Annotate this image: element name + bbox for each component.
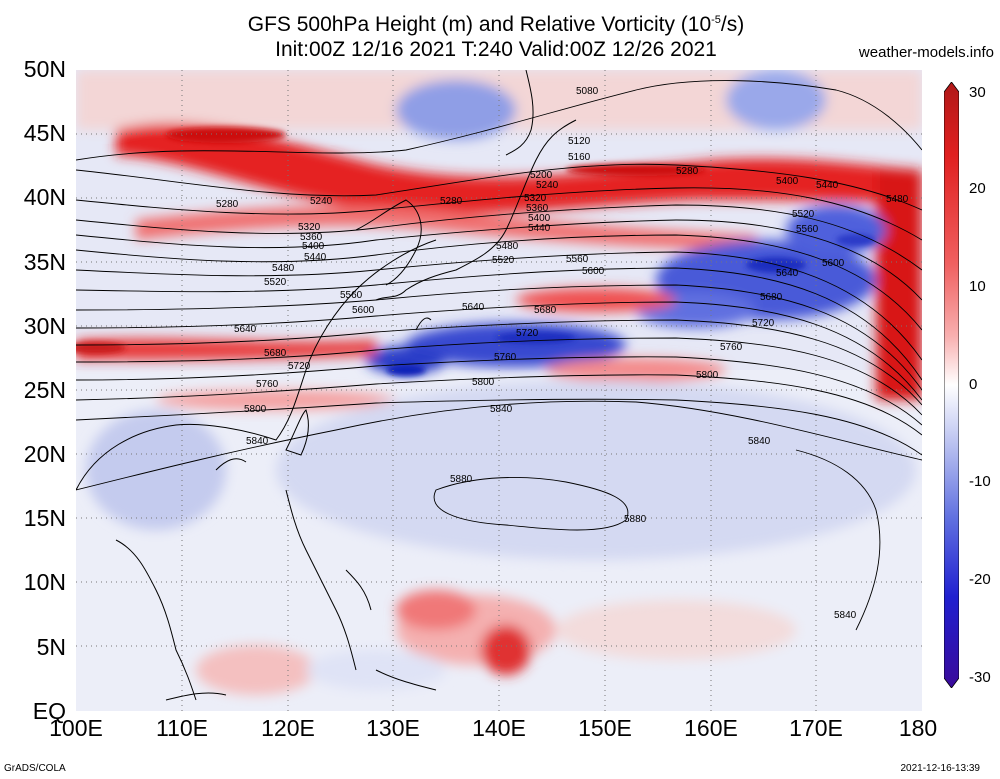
- svg-text:5720: 5720: [288, 361, 311, 372]
- lat-label-10n: 10N: [23, 569, 66, 595]
- lat-label-40n: 40N: [23, 184, 66, 210]
- lon-label-160e: 160E: [684, 715, 738, 741]
- coastlines: [76, 70, 577, 701]
- svg-text:5760: 5760: [494, 352, 517, 363]
- svg-text:5800: 5800: [244, 404, 267, 415]
- footer-grads-credit: GrADS/COLA: [4, 763, 66, 774]
- svg-text:5680: 5680: [264, 348, 287, 359]
- svg-text:5640: 5640: [234, 324, 257, 335]
- svg-text:5240: 5240: [536, 180, 559, 191]
- svg-text:5520: 5520: [792, 209, 815, 220]
- chart-title-line2: Init:00Z 12/16 2021 T:240 Valid:00Z 12/2…: [275, 38, 717, 61]
- lat-label-35n: 35N: [23, 249, 66, 275]
- map-plot: 5080 5120 5160 5200 5240 5240 5280 5280 …: [76, 70, 922, 711]
- lon-label-170e: 170E: [789, 715, 843, 741]
- svg-text:5880: 5880: [450, 474, 473, 485]
- svg-text:5520: 5520: [492, 255, 515, 266]
- svg-text:5760: 5760: [256, 379, 279, 390]
- lat-label-50n: 50N: [23, 56, 66, 82]
- lat-label-eq: EQ: [32, 698, 66, 724]
- svg-text:5480: 5480: [496, 241, 519, 252]
- svg-text:5280: 5280: [440, 196, 463, 207]
- colorbar-tick-m10: -10: [969, 473, 991, 490]
- lat-label-5n: 5N: [36, 634, 66, 660]
- chart-title-line1: GFS 500hPa Height (m) and Relative Vorti…: [247, 13, 745, 36]
- svg-text:5600: 5600: [582, 266, 605, 277]
- svg-text:5720: 5720: [752, 318, 775, 329]
- svg-text:5480: 5480: [272, 263, 295, 274]
- svg-text:5080: 5080: [576, 86, 599, 97]
- svg-text:5560: 5560: [340, 290, 363, 301]
- svg-text:5360: 5360: [526, 203, 549, 214]
- lat-label-20n: 20N: [23, 441, 66, 467]
- svg-text:5280: 5280: [676, 166, 699, 177]
- svg-text:5840: 5840: [246, 436, 269, 447]
- svg-text:5440: 5440: [304, 252, 327, 263]
- lon-label-100e: 100E: [49, 715, 103, 741]
- svg-text:5640: 5640: [776, 268, 799, 279]
- svg-text:5440: 5440: [816, 180, 839, 191]
- svg-text:5360: 5360: [300, 232, 323, 243]
- svg-text:5840: 5840: [748, 436, 771, 447]
- colorbar-tick-m30: -30: [969, 669, 991, 686]
- footer-timestamp: 2021-12-16-13:39: [900, 763, 980, 774]
- colorbar-tick-30: 30: [969, 84, 986, 101]
- lon-label-130e: 130E: [366, 715, 420, 741]
- svg-text:5280: 5280: [216, 199, 239, 210]
- lon-label-150e: 150E: [578, 715, 632, 741]
- contour-labels: 5080 5120 5160 5200 5240 5240 5280 5280 …: [216, 86, 909, 621]
- svg-text:5680: 5680: [534, 305, 557, 316]
- svg-text:5120: 5120: [568, 136, 591, 147]
- colorbar-tick-10: 10: [969, 278, 986, 295]
- svg-text:5720: 5720: [516, 328, 539, 339]
- svg-text:5800: 5800: [696, 370, 719, 381]
- height-contours: [76, 80, 922, 631]
- svg-text:5400: 5400: [776, 176, 799, 187]
- lon-label-120e: 120E: [261, 715, 315, 741]
- svg-text:5400: 5400: [302, 241, 325, 252]
- colorbar-tick-20: 20: [969, 180, 986, 197]
- svg-text:5480: 5480: [886, 194, 909, 205]
- colorbar: [944, 82, 959, 688]
- svg-text:5320: 5320: [298, 222, 321, 233]
- colorbar-tick-m20: -20: [969, 571, 991, 588]
- lon-label-110e: 110E: [155, 715, 209, 741]
- svg-text:5880: 5880: [624, 514, 647, 525]
- site-credit: weather-models.info: [858, 44, 994, 61]
- svg-text:5600: 5600: [352, 305, 375, 316]
- lon-label-140e: 140E: [472, 715, 526, 741]
- svg-text:5440: 5440: [528, 223, 551, 234]
- vorticity-map: 5080 5120 5160 5200 5240 5240 5280 5280 …: [76, 70, 922, 711]
- svg-text:5240: 5240: [310, 196, 333, 207]
- svg-text:5200: 5200: [530, 170, 553, 181]
- map-gridlines: [76, 70, 922, 711]
- lat-label-45n: 45N: [23, 120, 66, 146]
- svg-text:5840: 5840: [490, 404, 513, 415]
- lat-label-15n: 15N: [23, 505, 66, 531]
- lat-label-25n: 25N: [23, 377, 66, 403]
- svg-text:5400: 5400: [528, 213, 551, 224]
- colorbar-tick-0: 0: [969, 376, 978, 393]
- svg-text:5160: 5160: [568, 152, 591, 163]
- svg-text:5320: 5320: [524, 193, 547, 204]
- svg-text:5560: 5560: [796, 224, 819, 235]
- lat-label-30n: 30N: [23, 313, 66, 339]
- svg-text:5520: 5520: [264, 277, 287, 288]
- svg-text:5840: 5840: [834, 610, 857, 621]
- lon-label-180: 180: [898, 715, 938, 741]
- svg-text:5800: 5800: [472, 377, 495, 388]
- svg-text:5560: 5560: [566, 254, 589, 265]
- svg-text:5760: 5760: [720, 342, 743, 353]
- svg-text:5680: 5680: [760, 292, 783, 303]
- svg-text:5640: 5640: [462, 302, 485, 313]
- svg-text:5600: 5600: [822, 258, 845, 269]
